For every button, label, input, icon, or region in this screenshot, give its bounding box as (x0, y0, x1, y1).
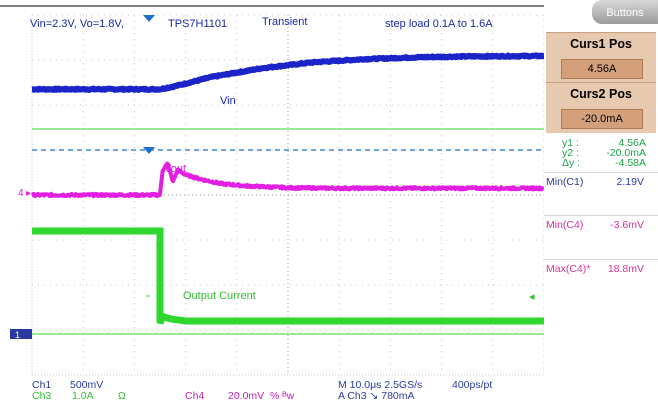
ch3-coupling: Ω (118, 390, 126, 402)
timebase-readout[interactable]: M 10.0μs 2.5GS/s (338, 379, 423, 391)
delta-value: -4.58A (615, 157, 646, 169)
y2-key: y2 : (562, 147, 579, 159)
vout-label: Vout (164, 163, 186, 175)
delta-key: Δy : (562, 157, 581, 169)
measurement-min-c1[interactable]: Min(C1) 2.19V (544, 172, 658, 226)
measurement-max-c4[interactable]: Max(C4)* 18.8mV (544, 259, 658, 303)
status-bar: Ch1 500mV Ch3 1.0A Ω Ch4 20.0mV % ᴮw M 1… (0, 376, 658, 402)
min-c4-key: Min(C4) (546, 219, 584, 231)
conditions-text: Vin=2.3V, Vo=1.8V, (30, 18, 124, 30)
output-current-trace (32, 227, 544, 325)
device-text: TPS7H1101 (168, 18, 227, 30)
ch4-scale[interactable]: 20.0mV (228, 390, 265, 402)
cursor2-panel[interactable]: Curs2 Pos -20.0mA (546, 82, 656, 133)
ch4-bandwidth: % ᴮw (270, 390, 295, 402)
trigger-position-marker[interactable] (143, 15, 155, 22)
output-current-label: Output Current (183, 290, 256, 302)
cursor1-panel[interactable]: Curs1 Pos 4.56A (546, 32, 656, 83)
ch3-offscreen-arrow-icon: ◂ (529, 291, 535, 303)
ch1-scale[interactable]: 500mV (70, 379, 104, 391)
min-c1-value: 2.19V (616, 176, 644, 188)
graticule (31, 14, 545, 376)
cursor-marker[interactable] (143, 147, 155, 154)
cursor1-title: Curs1 Pos (570, 37, 632, 51)
ch4-label[interactable]: Ch4 (185, 390, 205, 402)
vout-trace (30, 161, 545, 199)
vin-trace (30, 52, 546, 93)
side-menu: Buttons Curs1 Pos 4.56A Curs2 Pos -20.0m… (544, 0, 658, 402)
max-c4-value: 18.8mV (607, 263, 644, 275)
ch1-marker: 1 (15, 330, 20, 340)
y1-key: y1 : (562, 137, 579, 149)
graticule-frame (31, 14, 545, 376)
ch3-label[interactable]: Ch3 (32, 390, 52, 402)
buttons-tab[interactable]: Buttons (592, 0, 658, 24)
ch3-scale[interactable]: 1.0A (72, 390, 94, 402)
ch4-arrow-icon: ▸ (26, 188, 31, 199)
record-length-readout: 400ps/pt (452, 379, 493, 391)
vin-label: Vin (220, 95, 236, 107)
description-text: step load 0.1A to 1.6A (385, 18, 493, 30)
cursor2-title: Curs2 Pos (570, 87, 632, 101)
max-c4-key: Max(C4)* (546, 263, 591, 275)
ch4-marker: 4 (18, 188, 24, 199)
ch1-ground-marker[interactable] (10, 329, 32, 339)
cursor2-value[interactable]: -20.0mA (561, 109, 643, 129)
y2-value: -20.0mA (606, 147, 646, 159)
min-c1-key: Min(C1) (546, 176, 584, 188)
y1-value: 4.56A (618, 137, 646, 149)
min-c4-value: -3.6mV (610, 219, 644, 231)
mode-text: Transient (262, 16, 307, 28)
measurement-min-c4[interactable]: Min(C4) -3.6mV (544, 215, 658, 259)
ch1-label[interactable]: Ch1 (32, 379, 52, 391)
trigger-readout[interactable]: A Ch3 ↘ 780mA (338, 390, 415, 402)
cursor1-value[interactable]: 4.56A (561, 59, 643, 79)
